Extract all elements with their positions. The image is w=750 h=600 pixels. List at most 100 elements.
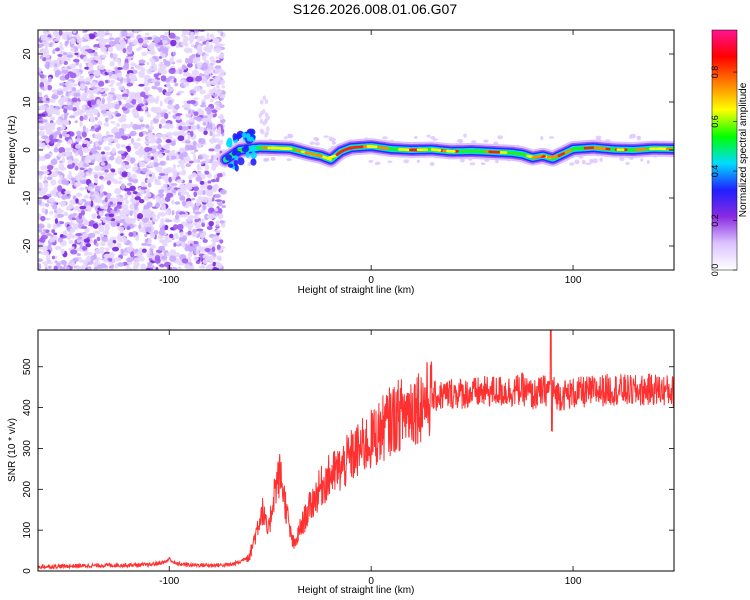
noise-blob [114, 103, 120, 110]
noise-blob [38, 91, 42, 98]
noise-blob [116, 242, 122, 249]
signal-hot-segment [634, 147, 648, 152]
noise-blob [68, 203, 73, 208]
noise-blob [89, 128, 96, 132]
sparse-blob [540, 136, 544, 141]
noise-blob [147, 237, 152, 245]
noise-blob [127, 182, 133, 187]
noise-blob [200, 35, 206, 42]
noise-blob [98, 37, 105, 43]
noise-blob [116, 76, 124, 81]
onset-blob [228, 163, 234, 168]
noise-blob [214, 43, 219, 47]
x-tick-label: 0 [368, 576, 374, 587]
noise-blob [139, 116, 144, 120]
spectrogram-x-ticks: -100 0 100 [159, 30, 582, 286]
noise-blob [209, 74, 213, 78]
noise-blob [99, 216, 107, 221]
noise-blob [130, 92, 137, 96]
noise-blob [138, 59, 146, 64]
noise-blob [149, 66, 153, 72]
snr-series-line [38, 330, 674, 571]
noise-blob [212, 183, 219, 190]
noise-blob [130, 95, 134, 99]
noise-blob [158, 88, 163, 93]
noise-blob [104, 79, 109, 84]
noise-blob [216, 30, 223, 34]
noise-blob [156, 95, 160, 101]
noise-blob [148, 147, 153, 151]
noise-blob [88, 232, 96, 238]
noise-blob [104, 247, 110, 252]
noise-blob [38, 105, 42, 109]
noise-blob [79, 75, 85, 79]
sparse-blob [332, 141, 337, 145]
noise-blob [130, 66, 135, 70]
noise-blob [53, 38, 60, 42]
noise-blob [157, 176, 162, 180]
noise-blob [89, 154, 96, 160]
noise-blob [154, 257, 161, 264]
noise-blob [81, 108, 86, 114]
noise-blob [108, 84, 114, 87]
noise-blob [199, 180, 205, 185]
noise-blob [187, 230, 192, 236]
noise-blob [177, 188, 181, 193]
y-tick-label: 200 [22, 481, 33, 498]
noise-blob [125, 267, 133, 270]
noise-blob [75, 192, 83, 198]
sparse-blob [429, 161, 435, 166]
noise-blob [193, 30, 199, 33]
noise-blob [125, 145, 131, 150]
noise-blob [81, 155, 85, 162]
noise-blob [219, 239, 224, 244]
noise-blob [221, 85, 226, 89]
noise-blob [197, 108, 202, 114]
sparse-blob [368, 159, 374, 163]
noise-blob [201, 77, 208, 84]
noise-blob [68, 240, 74, 244]
noise-blob [53, 255, 58, 260]
noise-blob [167, 99, 173, 106]
noise-blob [97, 120, 103, 127]
noise-blob [211, 246, 216, 252]
noise-blob [120, 135, 129, 139]
noise-blob [117, 150, 125, 155]
noise-blob [147, 155, 152, 159]
y-tick-label: 10 [22, 96, 33, 108]
noise-blob [88, 140, 93, 144]
noise-blob [186, 158, 191, 162]
noise-blob [92, 108, 99, 116]
noise-blob [159, 160, 166, 166]
noise-blob [181, 30, 189, 36]
noise-blob [188, 117, 195, 123]
colorbar: 0.0 0.2 0.4 0.6 0.8 Normalized spectral ampl… [710, 29, 749, 276]
noise-blob [192, 158, 199, 163]
noise-blob [150, 226, 155, 232]
noise-blob [195, 176, 203, 182]
noise-blob [132, 190, 138, 195]
noise-blob [100, 109, 107, 114]
noise-blob [167, 111, 171, 115]
noise-blob [108, 37, 115, 41]
noise-blob [99, 233, 105, 238]
sparse-blob [382, 136, 388, 140]
noise-blob [79, 187, 85, 191]
spectrogram-y-ticks: -20 -10 0 10 20 [22, 48, 674, 253]
noise-blob [146, 178, 154, 183]
sparse-blob [585, 162, 592, 166]
noise-blob [144, 238, 148, 244]
noise-blob [118, 38, 125, 45]
noise-blob [186, 194, 191, 198]
noise-blob [217, 236, 221, 241]
noise-blob [138, 224, 142, 230]
noise-blob [136, 47, 140, 52]
noise-blob [87, 100, 92, 107]
noise-blob [148, 96, 155, 102]
noise-blob [91, 89, 99, 94]
noise-blob [182, 126, 189, 131]
noise-blob [125, 199, 129, 205]
noise-blob [109, 52, 114, 59]
noise-blob [52, 170, 59, 178]
noise-blob [187, 187, 193, 190]
